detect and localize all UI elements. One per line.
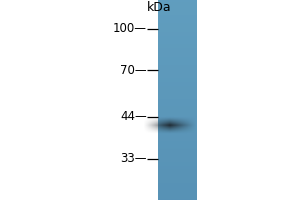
Text: kDa: kDa [147,1,172,14]
Text: 100—: 100— [113,22,147,36]
Text: 44—: 44— [120,110,147,123]
Text: 70—: 70— [120,64,147,76]
Text: 33—: 33— [121,152,147,166]
